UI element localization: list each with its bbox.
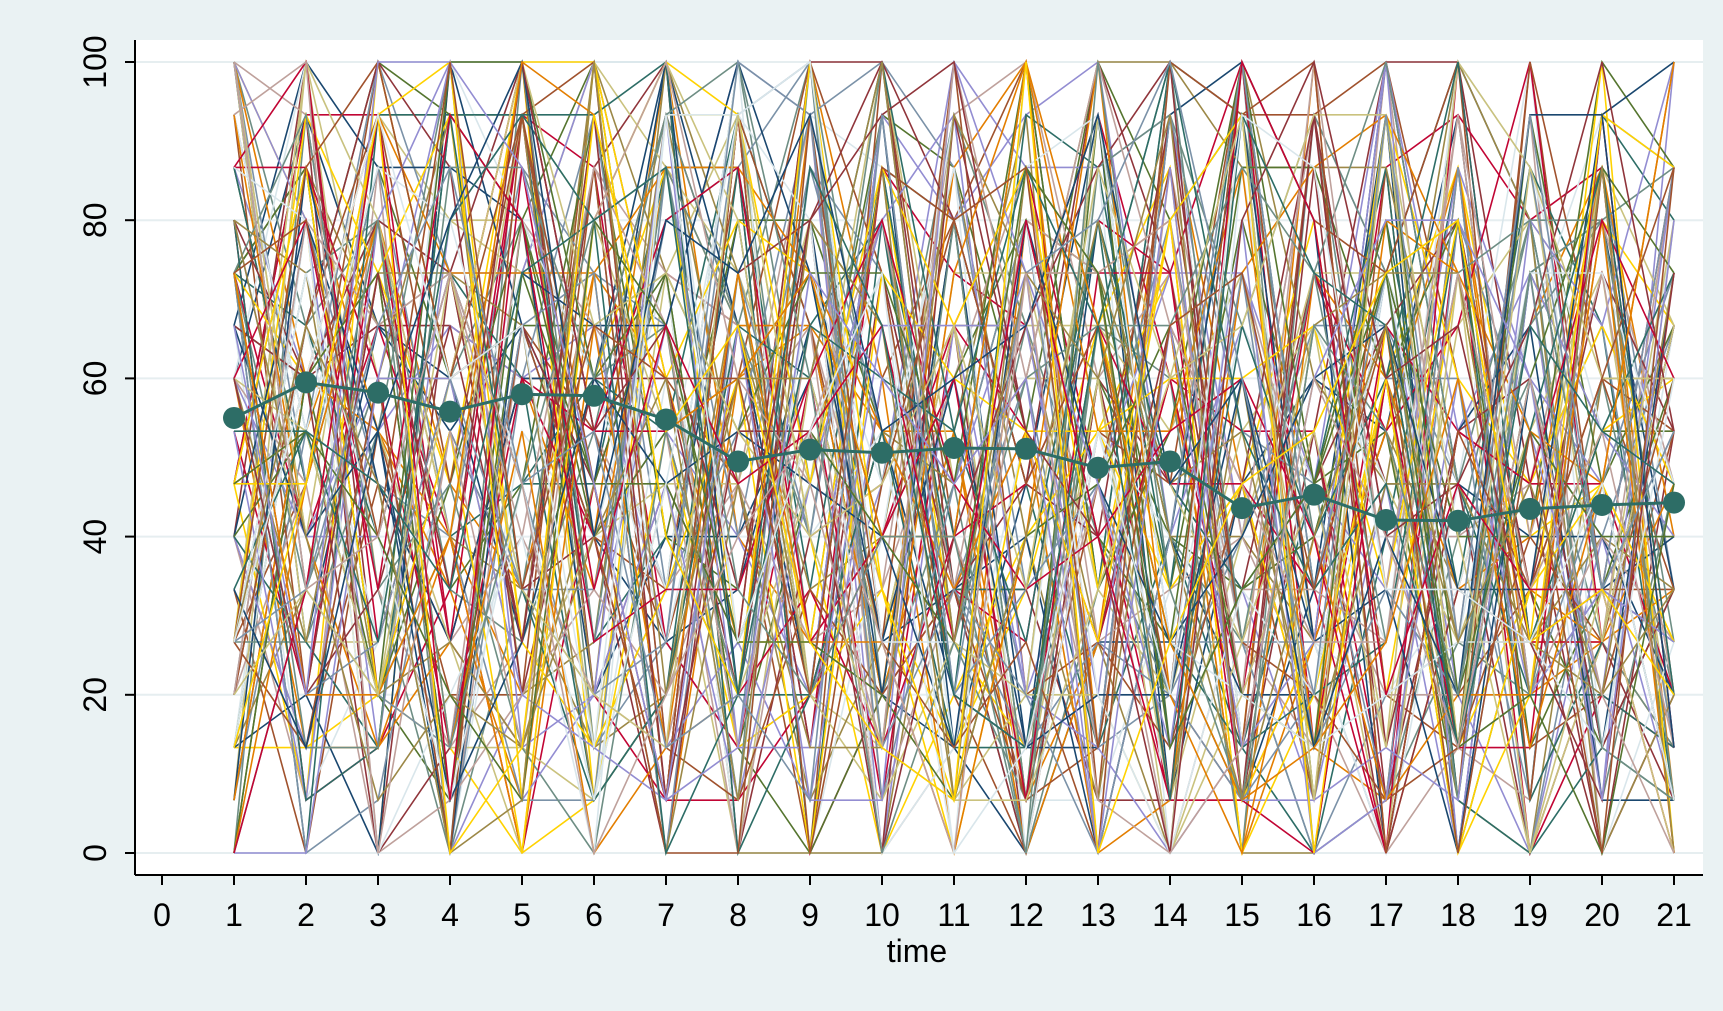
x-tick-label: 17 [1368,897,1404,933]
individual-series-line [233,60,1675,854]
mean-point [1087,456,1109,479]
mean-point [583,384,605,407]
individual-series-line [233,61,1675,856]
mean-point [223,406,245,429]
x-tick-label: 11 [937,897,970,933]
x-tick-label: 15 [1224,897,1260,933]
y-tick-label: 0 [77,844,113,862]
individual-series-line [234,111,1675,801]
x-tick-label: 18 [1440,897,1476,933]
mean-point [1447,509,1469,532]
individual-series-line [233,61,1675,854]
mean-point [295,371,317,394]
mean-point [943,437,965,460]
mean-point [799,438,821,461]
mean-point [655,408,677,431]
x-tick-label: 0 [153,897,171,933]
mean-point [1303,483,1325,506]
mean-point [727,450,749,473]
x-tick-label: 20 [1584,897,1620,933]
y-tick-label: 80 [77,202,113,238]
x-tick-label: 16 [1296,897,1332,933]
y-tick-label: 100 [77,35,113,88]
x-tick-label: 14 [1152,897,1188,933]
individual-series-line [233,61,1675,855]
mean-series [223,371,1685,532]
mean-point [1159,450,1181,473]
x-tick-label: 1 [225,897,243,933]
mean-point [1663,491,1685,514]
y-tick-label: 40 [77,519,113,555]
mean-point [1231,497,1253,520]
mean-point [1519,497,1541,520]
x-tick-label: 10 [864,897,900,933]
x-tick-label: 5 [513,897,531,933]
x-tick-label: 3 [369,897,387,933]
individual-series-line [233,59,1675,751]
mean-point [1015,437,1037,460]
x-tick-label: 19 [1512,897,1548,933]
mean-point [871,441,893,464]
y-tick-label: 20 [77,677,113,713]
mean-point [1375,508,1397,531]
x-tick-label: 13 [1080,897,1116,933]
x-tick-label: 9 [801,897,819,933]
individual-series-line [233,111,1675,856]
x-tick-label: 2 [297,897,315,933]
x-tick-label: 4 [441,897,459,933]
x-tick-label: 7 [657,897,675,933]
x-axis-title: time [887,933,947,969]
mean-point [439,400,461,423]
mean-point [1591,493,1613,516]
individual-series-lines [233,58,1675,857]
x-tick-label: 21 [1656,897,1692,933]
mean-point [511,383,533,406]
y-tick-label: 60 [77,361,113,397]
individual-series-line [233,111,1675,854]
x-tick-label: 12 [1008,897,1044,933]
x-tick-label: 8 [729,897,747,933]
mean-point [367,381,389,404]
x-tick-label: 6 [585,897,603,933]
individual-series-line [233,59,1675,854]
